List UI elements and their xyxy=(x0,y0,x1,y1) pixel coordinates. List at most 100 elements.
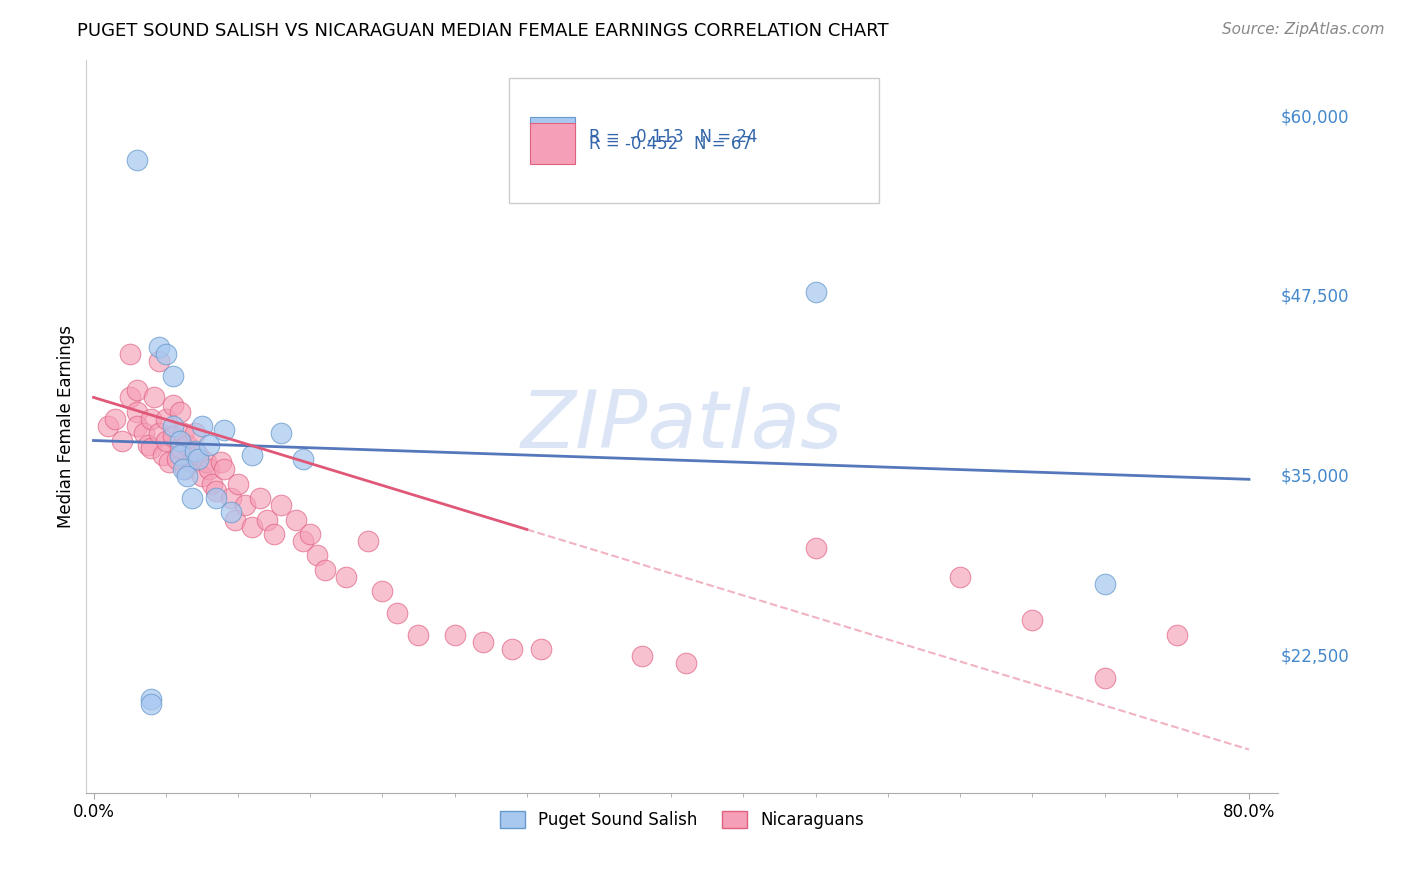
Point xyxy=(141,692,163,706)
Point xyxy=(242,520,264,534)
Point xyxy=(249,491,271,505)
Point xyxy=(148,340,170,354)
Point xyxy=(162,419,184,434)
Y-axis label: Median Female Earnings: Median Female Earnings xyxy=(58,325,75,528)
Point xyxy=(132,426,155,441)
Point xyxy=(209,455,232,469)
Point xyxy=(212,424,235,438)
Point xyxy=(198,438,221,452)
Point xyxy=(169,405,191,419)
Point xyxy=(155,412,177,426)
Point xyxy=(224,512,246,526)
Point xyxy=(205,491,228,505)
Point xyxy=(162,368,184,383)
Text: ZIPatlas: ZIPatlas xyxy=(522,387,844,465)
Point xyxy=(169,448,191,462)
Point xyxy=(307,549,329,563)
Point xyxy=(205,483,228,498)
Point xyxy=(169,434,191,448)
Point xyxy=(138,438,160,452)
Point xyxy=(198,462,221,476)
Point xyxy=(408,627,430,641)
Point xyxy=(270,426,292,441)
Point xyxy=(148,426,170,441)
Point xyxy=(172,426,194,441)
Point xyxy=(201,476,224,491)
Point xyxy=(176,438,198,452)
Point xyxy=(804,541,827,556)
Text: $60,000: $60,000 xyxy=(1281,108,1348,126)
Point xyxy=(299,527,322,541)
Point xyxy=(125,405,148,419)
Point xyxy=(169,441,191,455)
Point xyxy=(291,452,314,467)
Text: PUGET SOUND SALISH VS NICARAGUAN MEDIAN FEMALE EARNINGS CORRELATION CHART: PUGET SOUND SALISH VS NICARAGUAN MEDIAN … xyxy=(77,22,889,40)
Point xyxy=(371,584,394,599)
Point xyxy=(162,429,184,443)
Point xyxy=(148,354,170,368)
Point xyxy=(183,426,205,441)
Point xyxy=(186,452,208,467)
Point xyxy=(804,285,827,300)
Point xyxy=(180,491,202,505)
Text: Source: ZipAtlas.com: Source: ZipAtlas.com xyxy=(1222,22,1385,37)
Point xyxy=(141,441,163,455)
Point xyxy=(141,697,163,711)
Legend: Puget Sound Salish, Nicaraguans: Puget Sound Salish, Nicaraguans xyxy=(494,804,872,836)
Point xyxy=(212,462,235,476)
Point xyxy=(152,448,174,462)
Point xyxy=(118,347,141,361)
Point xyxy=(1094,577,1116,591)
Point xyxy=(125,153,148,168)
Text: $22,500: $22,500 xyxy=(1281,647,1348,665)
Point xyxy=(195,455,218,469)
Point xyxy=(176,469,198,483)
FancyBboxPatch shape xyxy=(509,78,879,202)
Point xyxy=(1094,671,1116,685)
Point xyxy=(143,390,166,404)
Point xyxy=(472,634,495,648)
Point xyxy=(949,570,972,584)
Point xyxy=(219,505,242,519)
Point xyxy=(183,443,205,458)
Point xyxy=(242,448,264,462)
Point xyxy=(173,462,195,476)
Bar xyxy=(530,123,575,164)
Point xyxy=(157,455,180,469)
Point xyxy=(675,657,697,671)
Text: $47,500: $47,500 xyxy=(1281,288,1348,306)
Point xyxy=(256,512,278,526)
Point xyxy=(104,412,127,426)
Point xyxy=(155,347,177,361)
Point xyxy=(270,498,292,512)
Point xyxy=(291,534,314,549)
Point xyxy=(186,448,208,462)
Point xyxy=(118,390,141,404)
Point xyxy=(501,641,523,656)
Point xyxy=(226,476,249,491)
Text: R = -0.452   N = 67: R = -0.452 N = 67 xyxy=(589,135,752,153)
Point xyxy=(155,434,177,448)
Point xyxy=(1166,627,1188,641)
Point xyxy=(284,512,307,526)
Point xyxy=(125,419,148,434)
Point xyxy=(385,606,408,620)
Point xyxy=(357,534,380,549)
Point xyxy=(263,527,285,541)
Point xyxy=(443,627,465,641)
Point xyxy=(162,398,184,412)
Point xyxy=(141,412,163,426)
Point xyxy=(166,452,188,467)
Point xyxy=(314,563,336,577)
Point xyxy=(219,491,242,505)
Point xyxy=(191,469,214,483)
Point xyxy=(191,419,214,434)
Point xyxy=(172,462,194,476)
Point xyxy=(1021,613,1043,627)
Point xyxy=(233,498,256,512)
Point xyxy=(335,570,357,584)
Text: R =  -0.113   N = 24: R = -0.113 N = 24 xyxy=(589,128,758,146)
Point xyxy=(631,649,654,664)
Bar xyxy=(530,117,575,157)
Point xyxy=(97,419,120,434)
